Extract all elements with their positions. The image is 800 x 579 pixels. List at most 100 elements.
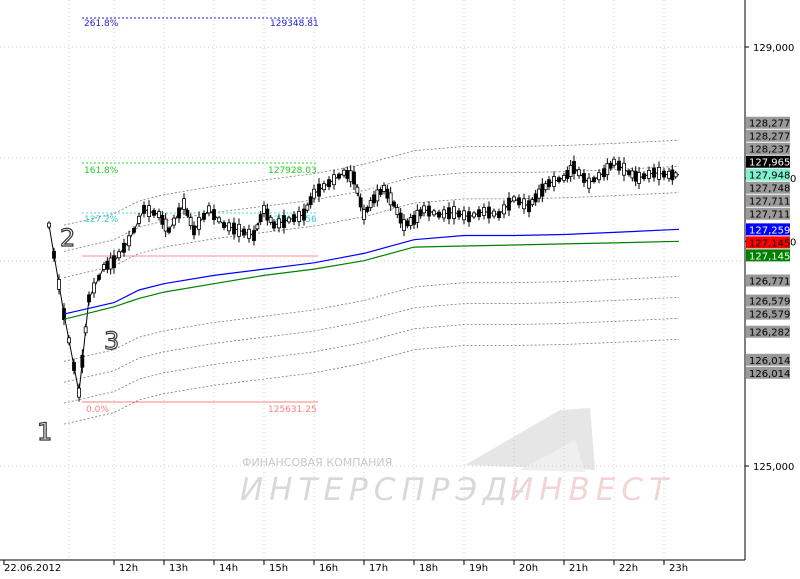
candle-body — [642, 173, 646, 180]
candle-body — [87, 294, 91, 303]
candle-body — [268, 216, 273, 223]
candle-body — [418, 209, 423, 217]
y-tick-label-2: 0 — [790, 174, 796, 185]
candle-body — [408, 217, 413, 226]
candle-body — [657, 166, 661, 180]
candle-body — [327, 179, 331, 188]
candle-body — [317, 183, 321, 197]
price-label-box-0 — [746, 116, 790, 129]
candle-body — [345, 170, 350, 179]
candle-body — [188, 217, 193, 226]
candle-body — [507, 197, 511, 211]
price-label-10: 127,145 — [749, 251, 790, 262]
candle-body — [355, 186, 360, 194]
price-label-8: 127,259 — [749, 225, 790, 236]
x-tick-label-4: 15h — [269, 563, 288, 574]
candle-body — [222, 222, 226, 228]
wave-label-2: 2 — [60, 224, 75, 252]
candle-body — [83, 326, 88, 334]
candle-body — [305, 204, 310, 211]
candle-body — [57, 279, 61, 290]
envelope-band-2 — [63, 192, 680, 278]
wave-labels: 1 2 3 — [36, 223, 119, 446]
candle-body — [497, 211, 501, 219]
x-tick-label-0: 22.06.2012 — [4, 563, 61, 574]
price-label-box-5 — [746, 181, 790, 194]
price-label-box-12 — [746, 294, 790, 307]
candle-body — [415, 209, 420, 223]
candle-body — [670, 169, 675, 181]
candle-body — [622, 162, 626, 176]
candle-body — [212, 209, 216, 221]
price-label-12: 126,579 — [749, 297, 790, 308]
candle-body — [217, 217, 221, 223]
candle-body — [662, 170, 666, 178]
candle-body — [582, 173, 586, 183]
moving-averages — [63, 228, 680, 320]
x-tick-label-10: 21h — [569, 563, 588, 574]
candle-body — [652, 167, 656, 178]
candle-body — [272, 221, 276, 229]
candle-body — [602, 168, 606, 178]
candle-body — [142, 204, 146, 214]
price-label-box-11 — [746, 274, 790, 287]
candle-body — [358, 197, 363, 208]
candle-body — [392, 201, 396, 207]
moving-average-line-0 — [63, 228, 680, 315]
candle-body — [365, 206, 370, 212]
price-label-box-7 — [746, 207, 790, 220]
fib-price-0: 125631.25 — [268, 405, 317, 415]
candle-body — [522, 198, 526, 210]
candle-body — [452, 206, 456, 219]
y-tick-label-1: 129,000 — [753, 43, 794, 54]
candle-body — [630, 170, 635, 179]
x-tick-label-1: 12h — [119, 563, 138, 574]
price-label-6: 127,711 — [749, 197, 790, 208]
price-label-box-14 — [746, 325, 790, 338]
candle-body — [673, 172, 678, 178]
fib-level-127: 127.2% — [84, 215, 119, 225]
candle-body — [375, 189, 380, 202]
candle-body — [487, 206, 491, 219]
price-label-9: 127,145 — [749, 238, 790, 249]
x-tick-label-2: 13h — [169, 563, 188, 574]
price-label-3: 127,965 — [749, 158, 790, 169]
candle-body — [247, 228, 251, 239]
envelope-band-6 — [63, 338, 680, 425]
candle-body — [427, 205, 431, 217]
price-label-box-16 — [746, 366, 790, 379]
candle-body — [422, 205, 426, 214]
x-tick-label-11: 22h — [619, 563, 638, 574]
candle-body — [368, 200, 373, 209]
candle-body — [147, 205, 151, 218]
fib-level-261: 261.8% — [84, 19, 119, 29]
time-axis: 22.06.2012 12h 13h 14h 15h 16h 17h 18h 19h 20h 21h… — [0, 559, 745, 574]
candle-body — [378, 189, 383, 195]
candle-body — [265, 208, 270, 221]
candle-body — [667, 170, 671, 179]
candle-body — [132, 227, 136, 233]
candle-body — [167, 227, 171, 233]
candle-body — [160, 214, 165, 225]
watermark-company-label: ФИНАНСОВАЯ КОМПАНИЯ — [242, 456, 392, 469]
candle-body — [47, 222, 51, 228]
candle-body — [362, 209, 366, 221]
candle-body — [562, 175, 566, 181]
candle-body — [207, 205, 211, 214]
candle-body — [442, 209, 446, 219]
price-label-4: 127,948 — [749, 171, 790, 182]
candle-body — [467, 211, 471, 223]
candle-body — [517, 197, 521, 206]
watermark-logo: ФИНАНСОВАЯ КОМПАНИЯ ИНТЕРСПРЭД- ИНВЕСТ — [240, 408, 668, 508]
fib-level-0: 0.0% — [86, 405, 109, 415]
candle-body — [258, 214, 263, 222]
candle-body — [527, 200, 531, 213]
candle-body — [405, 220, 410, 227]
y-tick-label-0: 125,000 — [753, 462, 794, 473]
candle-body — [512, 196, 516, 202]
candle-body — [312, 188, 316, 199]
candle-body — [232, 222, 236, 235]
candle-body — [192, 225, 196, 236]
candle-body — [395, 207, 400, 216]
candle-body — [197, 216, 201, 230]
